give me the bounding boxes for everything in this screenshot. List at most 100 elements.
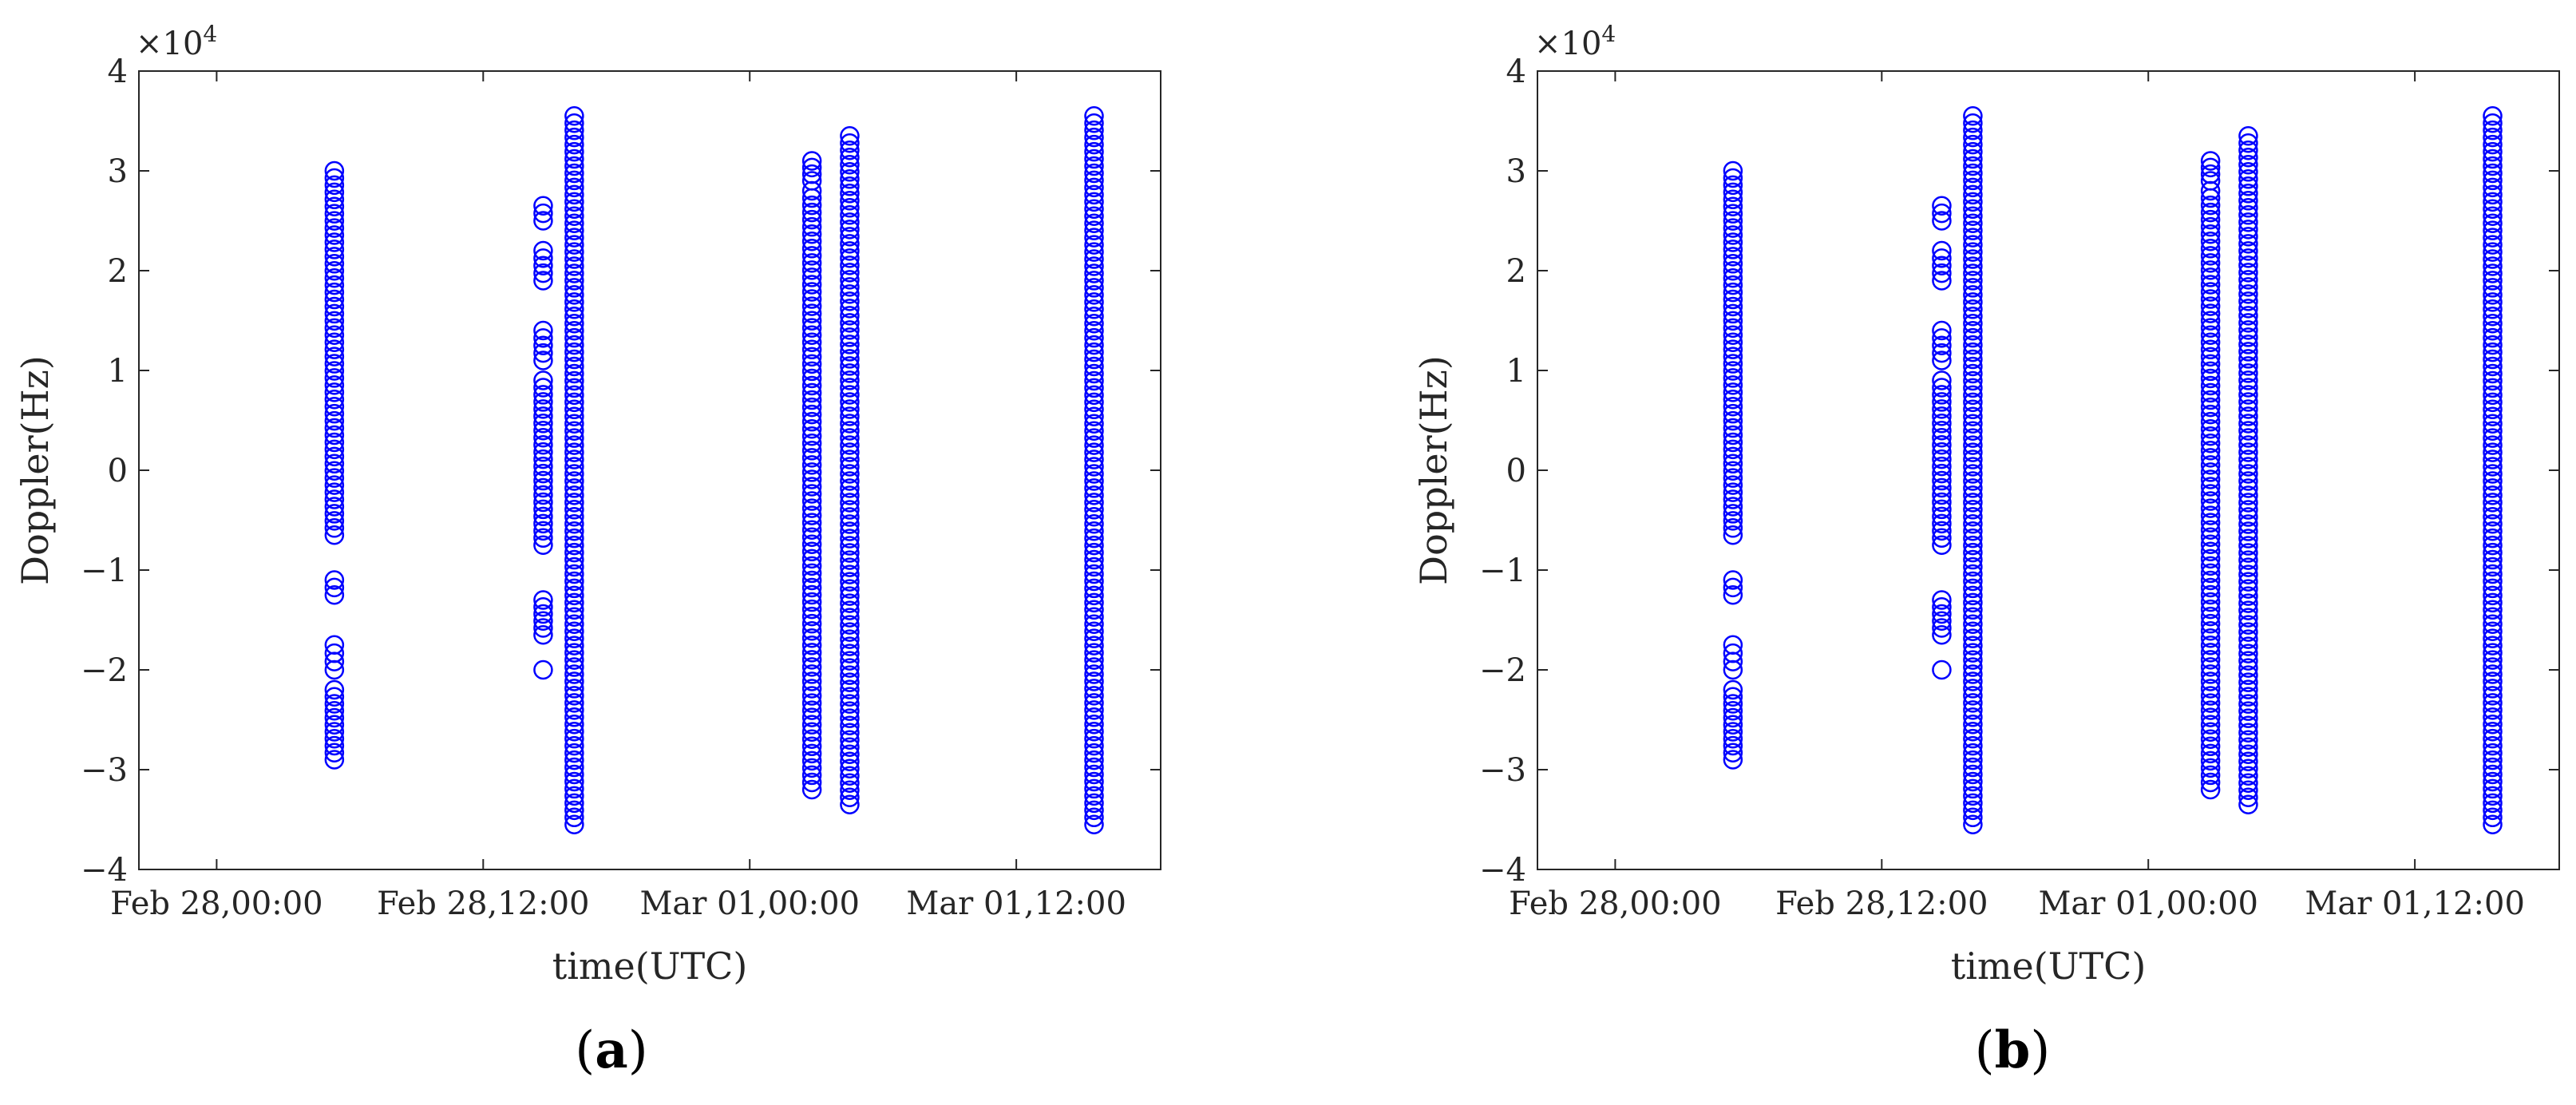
data-point: [2200, 715, 2221, 735]
data-point: [840, 758, 860, 778]
data-point: [1963, 493, 1983, 513]
data-point: [2200, 426, 2221, 446]
data-point: [324, 750, 345, 770]
data-point: [2483, 442, 2503, 462]
data-point: [840, 701, 860, 721]
data-point: [1932, 399, 1952, 419]
data-point: [2200, 693, 2221, 713]
data-point: [1963, 170, 1983, 191]
x-tick-label: Mar 01,00:00: [2038, 885, 2258, 922]
data-point: [840, 227, 860, 247]
data-point: [840, 320, 860, 340]
data-point: [2200, 686, 2221, 706]
data-point: [2200, 599, 2221, 620]
data-point: [1963, 235, 1983, 255]
data-point: [1963, 299, 1983, 319]
data-point: [801, 743, 822, 764]
data-point: [1963, 292, 1983, 312]
data-point: [2483, 707, 2503, 727]
data-point: [2483, 471, 2503, 491]
data-point: [2200, 606, 2221, 627]
data-point: [801, 577, 822, 598]
data-point: [801, 246, 822, 266]
data-point: [2483, 220, 2503, 240]
y-tick-label: −1: [1479, 552, 1526, 589]
data-point: [2200, 650, 2221, 670]
data-point: [564, 156, 584, 176]
y-axis-title-a: Doppler(Hz): [14, 355, 57, 585]
data-point: [1723, 347, 1743, 366]
data-point: [840, 615, 860, 635]
data-point: [801, 599, 822, 620]
data-point: [1932, 385, 1952, 405]
data-point: [1723, 743, 1743, 762]
data-point: [801, 239, 822, 259]
data-point: [1963, 249, 1983, 269]
data-point: [1963, 120, 1983, 141]
data-point: [1932, 456, 1952, 477]
data-point: [1963, 421, 1983, 441]
x-tick-label: Feb 28,00:00: [1509, 885, 1721, 922]
data-point: [1963, 556, 1983, 577]
data-point: [1963, 721, 1983, 742]
data-point: [2483, 728, 2503, 749]
data-point: [1963, 657, 1983, 677]
data-point: [2238, 370, 2258, 390]
data-point: [1084, 636, 1104, 655]
data-point: [801, 556, 822, 576]
data-point: [2200, 368, 2221, 389]
data-point: [2200, 157, 2221, 178]
data-point: [564, 614, 584, 634]
data-point: [2238, 701, 2258, 721]
data-point: [2200, 772, 2221, 793]
data-point: [1963, 793, 1983, 814]
data-point: [324, 461, 345, 481]
data-point: [1963, 513, 1983, 534]
data-point: [1932, 203, 1952, 224]
data-point: [564, 450, 584, 469]
data-point: [2483, 256, 2503, 276]
data-point: [533, 528, 553, 549]
data-point: [2483, 414, 2503, 434]
data-point: [1963, 507, 1983, 527]
data-point: [2483, 636, 2503, 655]
data-point: [840, 766, 860, 786]
data-point: [1084, 778, 1104, 799]
data-point: [1723, 282, 1743, 303]
y-tick-label: −4: [81, 852, 128, 889]
data-point: [840, 421, 860, 441]
data-point: [1084, 485, 1104, 505]
data-point: [533, 499, 553, 520]
data-point: [533, 485, 553, 505]
data-point: [1723, 511, 1743, 531]
data-point: [2238, 629, 2258, 649]
data-point: [801, 232, 822, 251]
data-point: [2200, 448, 2221, 468]
data-point: [1084, 220, 1104, 240]
data-point: [801, 772, 822, 793]
data-point: [564, 478, 584, 498]
data-point: [564, 714, 584, 735]
data-point: [324, 475, 345, 495]
data-point: [2238, 564, 2258, 584]
data-point: [1932, 255, 1952, 275]
data-point: [1084, 679, 1104, 699]
data-point: [2200, 534, 2221, 555]
data-point: [2483, 657, 2503, 677]
data-point: [801, 527, 822, 547]
data-point: [564, 399, 584, 420]
data-point: [840, 406, 860, 426]
data-point: [801, 441, 822, 461]
data-point: [840, 220, 860, 240]
data-point: [2483, 564, 2503, 584]
data-point: [2483, 292, 2503, 312]
data-point: [1084, 571, 1104, 592]
data-point: [2200, 354, 2221, 374]
data-point: [840, 586, 860, 606]
data-point: [564, 228, 584, 248]
data-point: [1723, 240, 1743, 259]
data-point: [2238, 306, 2258, 326]
data-point: [2238, 773, 2258, 793]
data-point: [1963, 335, 1983, 355]
data-point: [801, 613, 822, 634]
